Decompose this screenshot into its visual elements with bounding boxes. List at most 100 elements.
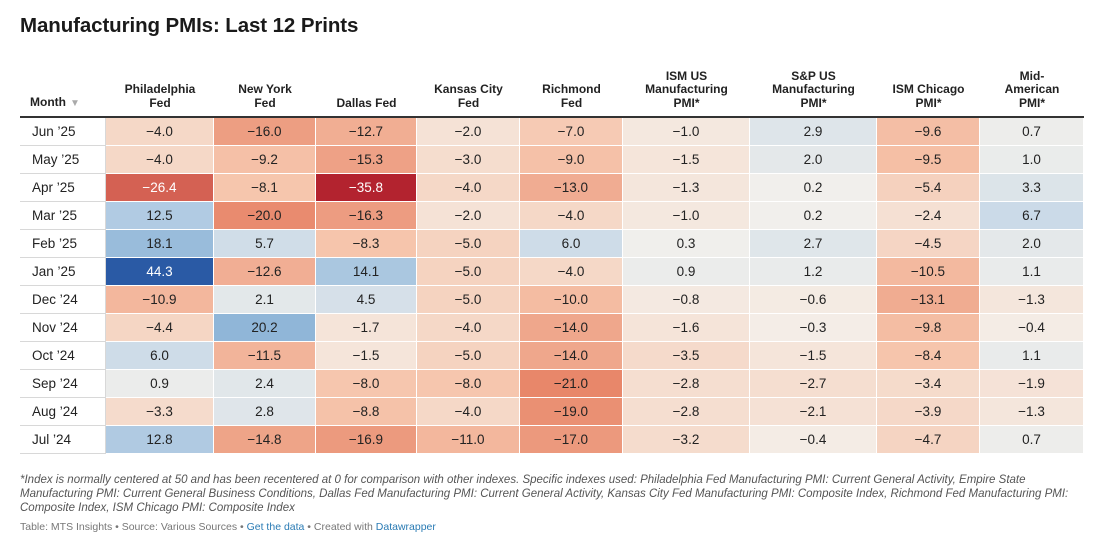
table-row: Feb ’25 18.1 5.7 −8.3 −5.0 6.0 0.3 2.7 −4.5 2.0 — [20, 230, 1084, 258]
value-cell: −13.0 — [520, 174, 623, 202]
value-cell: −1.7 — [316, 314, 417, 342]
value-cell: −3.0 — [417, 146, 520, 174]
value-cell: 1.0 — [980, 146, 1084, 174]
column-header-month[interactable]: Month ▼ — [20, 95, 106, 117]
value-cell: 0.7 — [980, 118, 1084, 146]
value-cell: 18.1 — [106, 230, 214, 258]
value-cell: 12.5 — [106, 202, 214, 230]
value-cell: −4.4 — [106, 314, 214, 342]
value-cell: 5.7 — [214, 230, 316, 258]
month-cell: Jul ’24 — [20, 426, 106, 454]
value-cell: −10.5 — [877, 258, 980, 286]
value-cell: −0.8 — [623, 286, 750, 314]
table-body: Jun ’25 −4.0 −16.0 −12.7 −2.0 −7.0 −1.0 2.9 −9.6… — [20, 118, 1084, 454]
month-cell: May ’25 — [20, 146, 106, 174]
chart-title: Manufacturing PMIs: Last 12 Prints — [20, 14, 359, 37]
source-text: Table: MTS Insights • Source: Various So… — [20, 521, 247, 533]
value-cell: −5.0 — [417, 230, 520, 258]
table-header: Month ▼ Philadelphia Fed New York Fed Dallas… — [20, 62, 1084, 118]
value-cell: −16.3 — [316, 202, 417, 230]
value-cell: −3.5 — [623, 342, 750, 370]
column-header[interactable]: Mid- American PMI* — [980, 68, 1084, 117]
value-cell: −8.0 — [417, 370, 520, 398]
get-data-link[interactable]: Get the data — [246, 521, 305, 533]
column-header-label: ISM Chicago PMI* — [892, 82, 965, 110]
value-cell: −9.0 — [520, 146, 623, 174]
value-cell: −3.9 — [877, 398, 980, 426]
value-cell: −8.3 — [316, 230, 417, 258]
month-cell: Oct ’24 — [20, 342, 106, 370]
value-cell: −0.4 — [980, 314, 1084, 342]
value-cell: −0.4 — [750, 426, 877, 454]
column-header[interactable]: New York Fed — [214, 82, 316, 116]
table-row: Nov ’24 −4.4 20.2 −1.7 −4.0 −14.0 −1.6 −0.3 −9.8… — [20, 314, 1084, 342]
month-cell: Apr ’25 — [20, 174, 106, 202]
value-cell: −8.1 — [214, 174, 316, 202]
footnote: *Index is normally centered at 50 and ha… — [20, 474, 1069, 514]
value-cell: 2.9 — [750, 118, 877, 146]
value-cell: −16.9 — [316, 426, 417, 454]
value-cell: −4.0 — [417, 174, 520, 202]
value-cell: 0.9 — [623, 258, 750, 286]
value-cell: −11.5 — [214, 342, 316, 370]
value-cell: 2.4 — [214, 370, 316, 398]
value-cell: 6.0 — [106, 342, 214, 370]
value-cell: −10.0 — [520, 286, 623, 314]
value-cell: −4.0 — [417, 398, 520, 426]
column-header[interactable]: ISM US Manufacturing PMI* — [623, 69, 750, 117]
table-row: May ’25 −4.0 −9.2 −15.3 −3.0 −9.0 −1.5 2.0 −9.5 1… — [20, 146, 1084, 174]
value-cell: −5.0 — [417, 286, 520, 314]
column-header[interactable]: ISM Chicago PMI* — [877, 82, 980, 116]
column-header[interactable]: Kansas City Fed — [417, 82, 520, 116]
table-row: Sep ’24 0.9 2.4 −8.0 −8.0 −21.0 −2.8 −2.7 −3.4 −1… — [20, 370, 1084, 398]
value-cell: −2.7 — [750, 370, 877, 398]
value-cell: −9.5 — [877, 146, 980, 174]
value-cell: 0.7 — [980, 426, 1084, 454]
value-cell: −13.1 — [877, 286, 980, 314]
value-cell: −1.3 — [623, 174, 750, 202]
value-cell: −3.2 — [623, 426, 750, 454]
table-row: Jan ’25 44.3 −12.6 14.1 −5.0 −4.0 0.9 1.2 −10.5 1… — [20, 258, 1084, 286]
value-cell: 6.7 — [980, 202, 1084, 230]
source-line: Table: MTS Insights • Source: Various So… — [20, 521, 436, 533]
value-cell: 2.0 — [750, 146, 877, 174]
value-cell: −4.7 — [877, 426, 980, 454]
value-cell: 2.8 — [214, 398, 316, 426]
value-cell: 1.1 — [980, 342, 1084, 370]
value-cell: −1.6 — [623, 314, 750, 342]
value-cell: 1.1 — [980, 258, 1084, 286]
value-cell: −5.0 — [417, 342, 520, 370]
column-header-label: S&P US Manufacturing PMI* — [772, 68, 855, 110]
column-header[interactable]: Philadelphia Fed — [106, 82, 214, 116]
value-cell: −1.5 — [316, 342, 417, 370]
table-row: Jun ’25 −4.0 −16.0 −12.7 −2.0 −7.0 −1.0 2.9 −9.6… — [20, 118, 1084, 146]
value-cell: −8.8 — [316, 398, 417, 426]
value-cell: −9.6 — [877, 118, 980, 146]
value-cell: −9.8 — [877, 314, 980, 342]
column-header[interactable]: Dallas Fed — [316, 96, 417, 117]
value-cell: −14.0 — [520, 314, 623, 342]
value-cell: −0.3 — [750, 314, 877, 342]
table-row: Aug ’24 −3.3 2.8 −8.8 −4.0 −19.0 −2.8 −2.1 −3.9−… — [20, 398, 1084, 426]
value-cell: −2.4 — [877, 202, 980, 230]
column-header[interactable]: S&P US Manufacturing PMI* — [750, 68, 877, 117]
month-cell: Jun ’25 — [20, 118, 106, 146]
column-header[interactable]: Richmond Fed — [520, 82, 623, 116]
value-cell: −0.6 — [750, 286, 877, 314]
value-cell: 2.1 — [214, 286, 316, 314]
value-cell: −2.8 — [623, 370, 750, 398]
value-cell: 44.3 — [106, 258, 214, 286]
value-cell: −4.0 — [520, 258, 623, 286]
sort-down-icon[interactable]: ▼ — [69, 97, 80, 109]
value-cell: 12.8 — [106, 426, 214, 454]
value-cell: −8.4 — [877, 342, 980, 370]
datawrapper-link[interactable]: Datawrapper — [375, 521, 436, 533]
value-cell: −17.0 — [520, 426, 623, 454]
month-cell: Aug ’24 — [20, 398, 106, 426]
value-cell: −1.5 — [750, 342, 877, 370]
value-cell: −12.7 — [316, 118, 417, 146]
value-cell: −16.0 — [214, 118, 316, 146]
value-cell: −1.0 — [623, 202, 750, 230]
value-cell: −1.0 — [623, 118, 750, 146]
column-header-label: Mid- American PMI* — [1004, 68, 1060, 110]
